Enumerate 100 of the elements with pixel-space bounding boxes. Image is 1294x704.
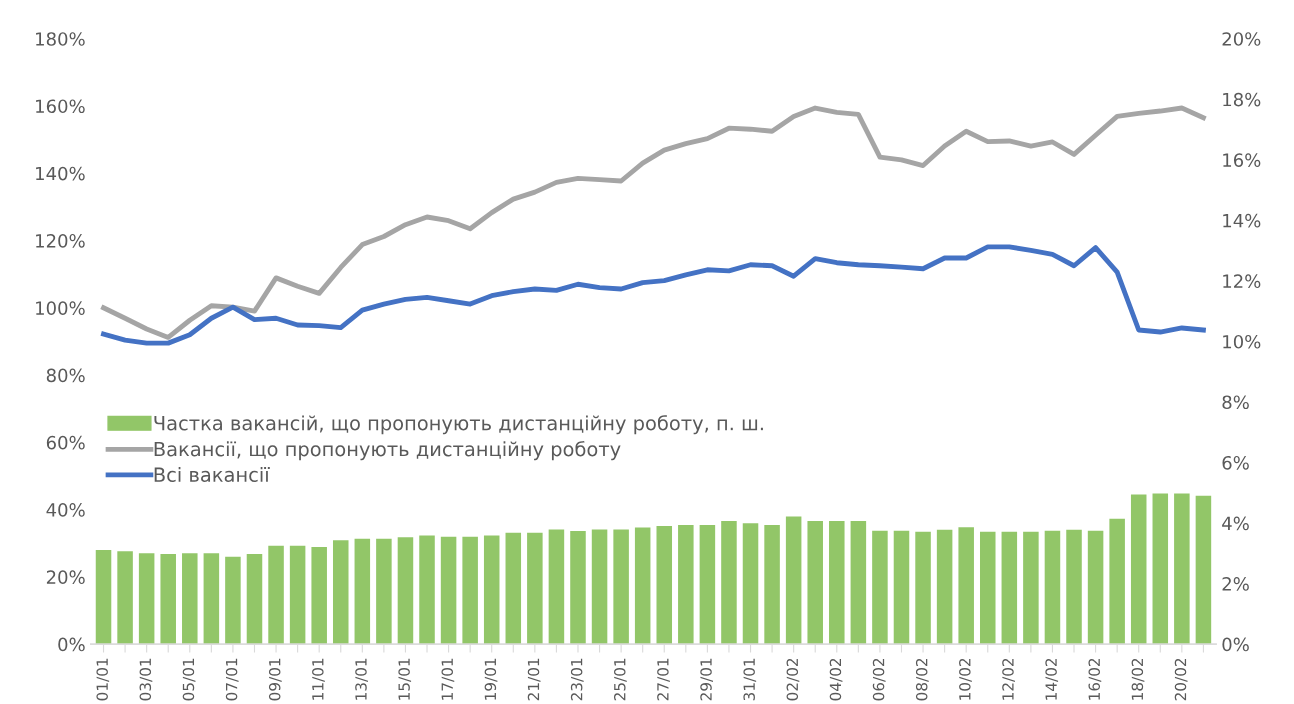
y2-tick-label: 18% xyxy=(1223,92,1261,107)
x-tick-label: 21/01 xyxy=(527,658,541,701)
x-tick-label: 15/01 xyxy=(398,658,412,700)
y2-tick-label: 0% xyxy=(1222,637,1249,652)
x-tick-label: 31/01 xyxy=(743,658,757,701)
bar xyxy=(613,529,629,645)
legend-label: Всі вакансії xyxy=(154,466,270,483)
bar xyxy=(699,524,716,645)
x-tick-label: 17/01 xyxy=(441,658,455,700)
x-tick-label: 10/02 xyxy=(959,658,972,700)
bar xyxy=(721,520,737,645)
bar xyxy=(203,553,220,645)
bar xyxy=(785,516,802,645)
bar xyxy=(311,546,327,645)
bar xyxy=(225,556,241,645)
y2-tick-label: 4% xyxy=(1222,516,1249,531)
y-tick-label: 180% xyxy=(36,32,85,46)
bar xyxy=(634,527,651,645)
bar xyxy=(548,529,565,645)
bar xyxy=(138,553,155,645)
bar xyxy=(440,536,457,645)
bar xyxy=(505,532,522,645)
x-tick-label: 09/01 xyxy=(268,658,282,701)
bar xyxy=(1087,530,1104,645)
x-tick-label: 19/01 xyxy=(484,658,498,700)
bar xyxy=(936,529,953,645)
bar xyxy=(376,538,392,645)
bar xyxy=(268,545,284,645)
bar xyxy=(1023,531,1039,645)
x-tick-label: 03/01 xyxy=(139,658,153,701)
x-tick-label: 13/01 xyxy=(355,658,368,700)
x-tick-label: 06/02 xyxy=(872,658,886,701)
bar xyxy=(182,553,198,645)
bar xyxy=(958,527,974,645)
x-tick-label: 01/01 xyxy=(96,658,110,701)
bar xyxy=(570,530,586,645)
x-tick-label: 25/01 xyxy=(614,658,627,701)
y-tick-label: 140% xyxy=(36,166,85,181)
x-tick-label: 02/02 xyxy=(786,658,800,701)
y-tick-label: 100% xyxy=(36,301,85,315)
bar xyxy=(397,537,414,645)
bar xyxy=(915,531,931,645)
x-tick-label: 20/02 xyxy=(1174,658,1188,701)
bar xyxy=(527,532,543,645)
x-tick-label: 04/02 xyxy=(829,658,843,701)
bar xyxy=(1109,518,1125,645)
y-tick-label: 60% xyxy=(46,435,85,450)
bar xyxy=(764,524,780,645)
y2-tick-label: 14% xyxy=(1223,213,1261,228)
y-tick-label: 120% xyxy=(36,233,85,248)
x-tick-label: 12/02 xyxy=(1002,658,1015,700)
bar xyxy=(872,530,888,645)
x-tick-label: 11/01 xyxy=(312,658,325,700)
bar xyxy=(1066,529,1082,645)
bar xyxy=(807,520,823,645)
legend-label: Частка вакансій, що пропонують дистанційну роботу, п. ш. xyxy=(154,415,763,435)
y2-tick-label: 6% xyxy=(1222,455,1249,470)
y-tick-label: 40% xyxy=(46,503,85,517)
bar xyxy=(246,553,263,645)
bar xyxy=(1044,530,1061,645)
bar xyxy=(742,523,759,645)
line-series xyxy=(101,244,1206,346)
x-tick-label: 08/02 xyxy=(915,658,929,701)
bar xyxy=(829,520,845,645)
x-tick-label: 27/01 xyxy=(657,658,670,701)
bar xyxy=(289,545,306,645)
bar xyxy=(656,526,673,645)
y-tick-label: 0% xyxy=(58,637,85,652)
bar xyxy=(1130,494,1147,645)
y-tick-label: 20% xyxy=(46,570,85,585)
bar xyxy=(979,531,996,645)
x-tick-label: 29/01 xyxy=(700,658,714,701)
y2-tick-label: 10% xyxy=(1223,334,1261,349)
y2-tick-label: 2% xyxy=(1222,577,1249,591)
bar xyxy=(1174,493,1190,645)
x-tick-label: 05/01 xyxy=(182,658,196,701)
x-tick-label: 18/02 xyxy=(1131,658,1145,700)
y2-tick-label: 20% xyxy=(1222,32,1261,46)
x-tick-label: 23/01 xyxy=(570,658,584,701)
y-tick-label: 80% xyxy=(46,368,85,383)
bar xyxy=(462,536,478,645)
bar xyxy=(850,520,867,645)
y-tick-label: 160% xyxy=(36,99,85,114)
bar xyxy=(1195,495,1212,645)
y2-tick-label: 16% xyxy=(1223,153,1261,167)
bar xyxy=(95,550,112,645)
bar xyxy=(893,530,910,645)
bar xyxy=(419,535,435,645)
line-series xyxy=(101,105,1206,340)
bar xyxy=(678,524,694,645)
y2-tick-label: 12% xyxy=(1223,274,1261,289)
y2-tick-label: 8% xyxy=(1222,395,1249,410)
bar xyxy=(1152,493,1169,645)
bar xyxy=(354,538,371,645)
x-tick-label: 16/02 xyxy=(1088,658,1102,700)
x-tick-label: 07/01 xyxy=(225,658,239,701)
bar xyxy=(1001,531,1018,645)
bar xyxy=(332,540,349,645)
bar xyxy=(591,529,608,645)
bar xyxy=(160,553,176,645)
